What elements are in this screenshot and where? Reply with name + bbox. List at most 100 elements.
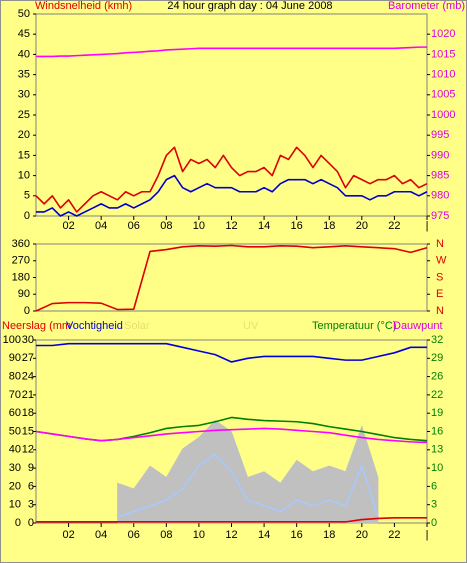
series-line	[36, 174, 428, 217]
x-tick-label: 18	[323, 220, 335, 232]
y-tick-label: 90	[9, 352, 21, 364]
legend-entry: Temperatuur (°C)	[312, 320, 396, 332]
y2-tick-label: 32	[431, 334, 443, 346]
x-tick-label: 10	[193, 529, 205, 541]
y-tick-label: 10	[18, 170, 30, 182]
temp-tick-label: 30	[22, 334, 34, 346]
y2-tick-label: S	[436, 271, 443, 283]
y2-axis-label: Barometer (mb)	[388, 0, 465, 12]
y-tick-label: 0	[24, 305, 30, 317]
y-tick-label: 20	[9, 480, 21, 492]
y2-tick-label: 995	[431, 129, 449, 141]
y-tick-label: 70	[9, 389, 21, 401]
y2-tick-label: 19	[431, 407, 443, 419]
y2-tick-label: 1015	[431, 48, 455, 60]
y2-tick-label: 0	[431, 517, 437, 529]
x-tick-label: 12	[225, 220, 237, 232]
x-tick-label: 14	[258, 529, 270, 541]
x-tick-label: 20	[356, 529, 368, 541]
x-tick-label: 02	[62, 529, 74, 541]
y-tick-label: 45	[18, 28, 30, 40]
y-tick-label: 30	[18, 89, 30, 101]
legend-entry: Solar	[124, 320, 150, 332]
chart-title: 24 hour graph day : 04 June 2008	[167, 0, 332, 12]
x-tick-label: 04	[95, 220, 107, 232]
series-line	[35, 146, 428, 213]
y-tick-label: 60	[9, 407, 21, 419]
y2-tick-label: N	[436, 238, 444, 250]
temp-tick-label: 0	[28, 517, 34, 529]
series-line	[36, 46, 427, 58]
y-tick-label: 270	[12, 255, 30, 267]
y-tick-label: 40	[9, 444, 21, 456]
y2-tick-label: W	[436, 255, 447, 267]
x-tick-label: 12	[225, 529, 237, 541]
y2-tick-label: 22	[431, 389, 443, 401]
x-tick-label: 06	[128, 220, 140, 232]
x-tick-label: 16	[291, 220, 303, 232]
y-tick-label: 0	[15, 517, 21, 529]
y2-tick-label: 6	[431, 480, 437, 492]
y2-tick-label: 1010	[431, 69, 455, 81]
x-tick-label: 18	[323, 529, 335, 541]
y2-tick-label: 10	[431, 462, 443, 474]
series-area	[117, 419, 379, 524]
x-tick-label: |	[426, 529, 429, 541]
temp-tick-label: 15	[22, 425, 34, 437]
x-tick-label: 20	[356, 220, 368, 232]
y2-tick-label: 13	[431, 444, 443, 456]
x-tick-label: 04	[95, 529, 107, 541]
x-tick-label: 14	[258, 220, 270, 232]
series-line	[36, 517, 427, 523]
y2-tick-label: 980	[431, 190, 449, 202]
y-tick-label: 35	[18, 69, 30, 81]
x-tick-label: 22	[388, 220, 400, 232]
legend-entry: UV	[243, 320, 259, 332]
y-tick-label: 25	[18, 109, 30, 121]
y2-tick-label: E	[436, 288, 443, 300]
y-axis-label: Windsnelheid (kmh)	[35, 0, 132, 12]
x-tick-label: 16	[291, 529, 303, 541]
temp-tick-label: 21	[22, 389, 34, 401]
y2-tick-label: 985	[431, 170, 449, 182]
x-tick-label: 22	[388, 529, 400, 541]
y-tick-label: 40	[18, 48, 30, 60]
temp-tick-label: 9	[28, 462, 34, 474]
x-tick-label: 02	[62, 220, 74, 232]
y-tick-label: 100	[3, 334, 21, 346]
y-tick-label: 20	[18, 129, 30, 141]
y2-tick-label: 1000	[431, 109, 455, 121]
y-tick-label: 15	[18, 149, 30, 161]
x-tick-label: |	[426, 220, 429, 232]
temp-tick-label: 6	[28, 480, 34, 492]
series-line	[35, 427, 428, 444]
temp-tick-label: 27	[22, 352, 34, 364]
series-line	[117, 453, 379, 519]
y2-tick-label: 16	[431, 425, 443, 437]
y-tick-label: 80	[9, 371, 21, 383]
y2-tick-label: 975	[431, 210, 449, 222]
temp-tick-label: 18	[22, 407, 34, 419]
temp-tick-label: 12	[22, 444, 34, 456]
y-tick-label: 50	[18, 8, 30, 20]
series-line	[36, 342, 427, 363]
y-tick-label: 90	[18, 288, 30, 300]
y2-tick-label: 1020	[431, 28, 455, 40]
y2-tick-label: 26	[431, 371, 443, 383]
legend-entry: Vochtigheid	[66, 320, 123, 332]
y-tick-label: 30	[9, 462, 21, 474]
y-tick-label: 0	[24, 210, 30, 222]
temp-tick-label: 24	[22, 371, 34, 383]
y2-tick-label: 3	[431, 499, 437, 511]
y2-tick-label: N	[436, 305, 444, 317]
y-tick-label: 360	[12, 238, 30, 250]
legend-entry: Neerslag (mm	[2, 320, 71, 332]
y2-tick-label: 990	[431, 149, 449, 161]
temp-tick-label: 3	[28, 499, 34, 511]
y-tick-label: 5	[24, 190, 30, 202]
y2-tick-label: 1005	[431, 89, 455, 101]
y-tick-label: 10	[9, 499, 21, 511]
legend-entry: Dauwpunt	[393, 320, 443, 332]
x-tick-label: 10	[193, 220, 205, 232]
